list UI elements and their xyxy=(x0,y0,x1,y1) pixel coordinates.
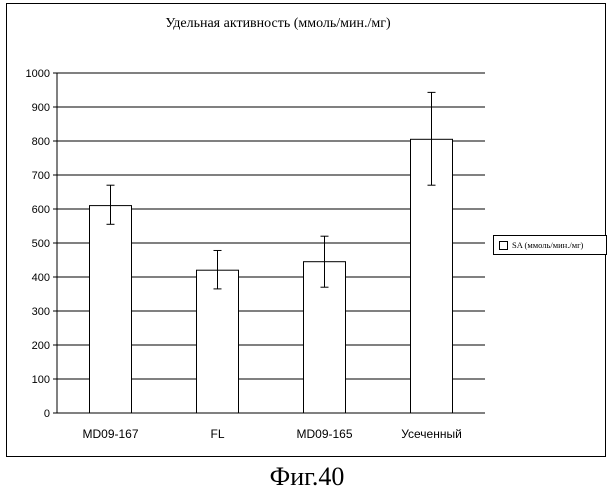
y-tick-label: 900 xyxy=(32,102,50,114)
figure-caption: Фиг.40 xyxy=(0,462,614,492)
y-tick-label: 700 xyxy=(32,170,50,182)
y-tick-label: 100 xyxy=(32,374,50,386)
bar xyxy=(90,206,132,413)
legend-swatch-icon xyxy=(499,241,508,250)
y-tick-label: 600 xyxy=(32,204,50,216)
y-tick-label: 1000 xyxy=(26,68,50,80)
chart-frame: Удельная активность (ммоль/мин./мг) 0100… xyxy=(6,3,606,457)
y-tick-label: 500 xyxy=(32,238,50,250)
y-tick-label: 0 xyxy=(44,408,50,420)
x-tick-label: FL xyxy=(210,427,224,441)
legend-label: SA (ммоль/мин./мг) xyxy=(512,240,583,250)
bar xyxy=(197,270,239,413)
y-tick-label: 200 xyxy=(32,340,50,352)
y-tick-label: 400 xyxy=(32,272,50,284)
y-tick-label: 300 xyxy=(32,306,50,318)
y-tick-label: 800 xyxy=(32,136,50,148)
x-tick-label: Усеченный xyxy=(401,427,462,441)
x-tick-label: MD09-167 xyxy=(82,427,138,441)
x-tick-label: MD09-165 xyxy=(296,427,352,441)
chart-legend: SA (ммоль/мин./мг) xyxy=(493,235,607,255)
chart-plot: 0 100 200 300 400 500 600 700 800 900 1000 MD09-167… xyxy=(7,4,607,458)
